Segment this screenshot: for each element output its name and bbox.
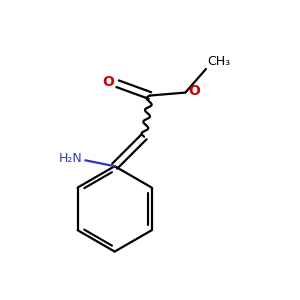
- Text: O: O: [102, 75, 114, 89]
- Text: CH₃: CH₃: [207, 55, 230, 68]
- Text: H₂N: H₂N: [59, 152, 83, 165]
- Text: O: O: [188, 84, 200, 98]
